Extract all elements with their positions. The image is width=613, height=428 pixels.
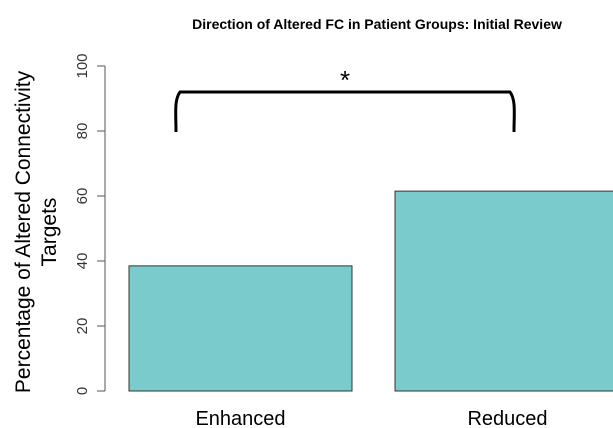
x-tick-label-enhanced: Enhanced [195, 408, 285, 428]
significance-bracket: * [174, 65, 516, 133]
y-axis-label-line-1: Percentage of Altered Connectivity [12, 70, 35, 393]
y-tick-label: 60 [74, 188, 91, 205]
x-tick-label-reduced: Reduced [467, 408, 547, 428]
y-axis: 0 20 40 60 80 100 [74, 53, 106, 395]
bar-enhanced [128, 265, 353, 392]
bar-reduced [394, 190, 613, 392]
chart-title: Direction of Altered FC in Patient Group… [192, 16, 562, 32]
y-tick-label: 20 [74, 318, 91, 335]
y-tick-label: 80 [74, 123, 91, 140]
significance-star: * [340, 65, 350, 95]
y-tick-label: 100 [74, 53, 91, 78]
significance-bracket-line [174, 90, 516, 133]
y-axis-label: Percentage of Altered Connectivity Targe… [12, 70, 61, 393]
bars [128, 190, 613, 392]
y-tick-label: 0 [74, 387, 91, 395]
y-tick-label: 40 [74, 253, 91, 270]
x-axis-labels: Enhanced Reduced [195, 408, 547, 428]
y-axis-label-line-2: Targets [38, 198, 61, 267]
